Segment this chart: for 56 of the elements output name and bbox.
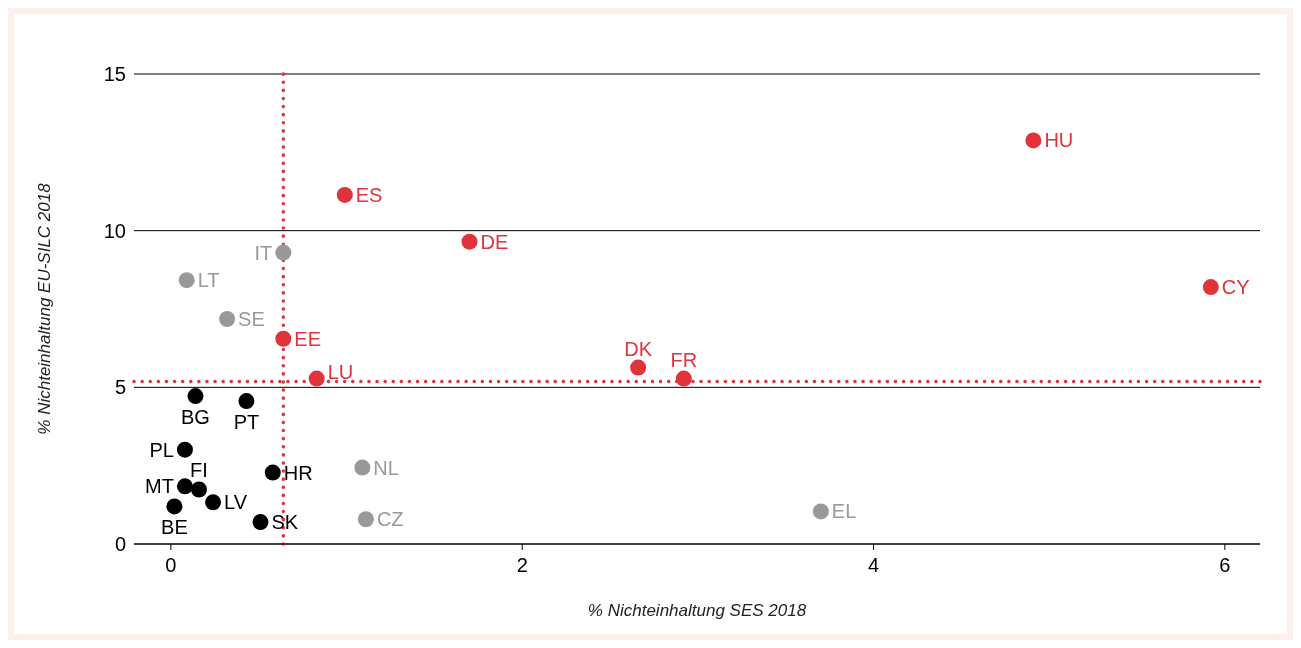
point: [812, 503, 829, 520]
data-label: CY: [1221, 276, 1250, 299]
data-label: LT: [197, 269, 220, 292]
point: [308, 370, 325, 387]
data-label: DE: [480, 230, 509, 253]
data-label: HU: [1044, 129, 1074, 152]
data-label: EE: [294, 327, 321, 350]
data-label: MT: [145, 475, 174, 498]
point: [219, 311, 236, 328]
point: [205, 494, 222, 511]
data-label: BE: [161, 516, 188, 539]
point: [176, 441, 193, 458]
data-label: LV: [224, 491, 248, 514]
data-label: CZ: [376, 508, 404, 531]
data-label: FI: [190, 459, 208, 482]
data-label: ES: [355, 183, 383, 206]
y-tick-label: 10: [103, 219, 126, 242]
data-label: DK: [624, 337, 653, 360]
point: [461, 233, 478, 250]
point: [1025, 132, 1042, 149]
y-tick-label: 0: [114, 533, 126, 556]
point: [336, 186, 353, 203]
point: [354, 459, 371, 476]
x-tick-label: 6: [1219, 554, 1231, 577]
point: [166, 498, 183, 515]
point: [238, 393, 255, 410]
data-label: SE: [238, 308, 265, 331]
data-label: HR: [283, 461, 313, 484]
point: [187, 388, 204, 405]
x-axis-title: % Nichteinhaltung SES 2018: [587, 601, 807, 620]
x-tick-label: 4: [867, 554, 880, 577]
point: [191, 481, 207, 498]
point: [675, 370, 692, 387]
y-tick-label: 15: [103, 63, 126, 86]
data-label: FR: [670, 348, 698, 371]
data-label: IT: [254, 241, 273, 264]
data-label: PL: [149, 438, 174, 461]
point: [357, 511, 374, 528]
data-label: PT: [233, 411, 260, 434]
y-axis-title: % Nichteinhaltung EU-SILC 2018: [35, 182, 55, 435]
data-label: BG: [181, 406, 210, 429]
point: [275, 244, 292, 261]
data-label: NL: [373, 456, 399, 479]
x-tick-label: 0: [165, 554, 177, 577]
point: [1202, 279, 1219, 296]
point: [178, 272, 195, 289]
point: [176, 478, 193, 495]
data-label: EL: [831, 500, 857, 523]
y-tick-label: 5: [114, 376, 126, 399]
point: [252, 514, 269, 531]
point: [630, 359, 647, 376]
point: [275, 330, 292, 347]
data-label: SK: [271, 511, 299, 534]
x-tick-label: 2: [516, 554, 528, 577]
data-label: LU: [327, 360, 354, 383]
point: [264, 464, 281, 481]
